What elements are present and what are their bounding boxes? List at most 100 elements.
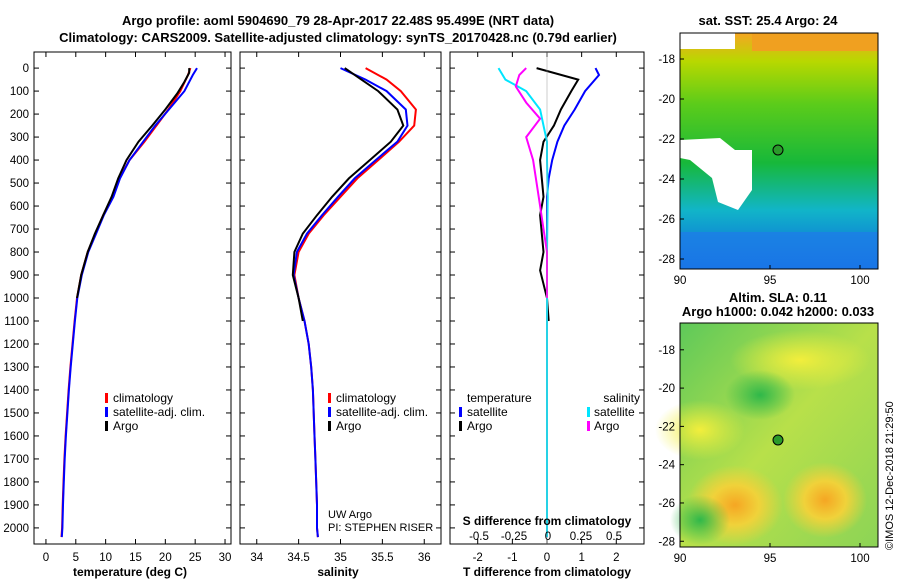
x-tick-label: 25 bbox=[189, 552, 202, 564]
series-line-argo bbox=[76, 68, 191, 299]
lat-tick-label: -22 bbox=[658, 134, 675, 146]
depth-tick-label: 300 bbox=[10, 132, 29, 144]
depth-tick-label: 700 bbox=[10, 224, 29, 236]
x-tick-label: 36 bbox=[418, 552, 431, 564]
legend-swatch-temp-satellite bbox=[459, 407, 462, 417]
x-tick-label: 1 bbox=[578, 552, 584, 564]
figure-title-line2: Climatology: CARS2009. Satellite-adjuste… bbox=[59, 30, 617, 45]
depth-tick-label: 1500 bbox=[3, 408, 29, 420]
legend-label-climatology: climatology bbox=[113, 391, 173, 405]
lat-tick-label: -20 bbox=[658, 94, 675, 106]
series-line-salinity-argo bbox=[514, 67, 548, 298]
legend-label-temp-argo: Argo bbox=[467, 419, 493, 433]
lon-tick-label: 90 bbox=[674, 553, 687, 565]
sla-map-ticks: -18 -20 -22 -24 -26 -28 90 95 100 bbox=[658, 345, 869, 565]
x-tick-label: 34 bbox=[250, 552, 263, 564]
temperature-axis-label: temperature (deg C) bbox=[73, 565, 187, 579]
difference-axis-label: T difference from climatology bbox=[463, 565, 631, 579]
argo-position-marker bbox=[772, 144, 784, 156]
difference-legend: temperature salinity satellite Argo sate… bbox=[459, 391, 640, 433]
depth-tick-label: 0 bbox=[23, 63, 29, 75]
lat-tick-label: -18 bbox=[658, 54, 675, 66]
depth-tick-label: 1300 bbox=[3, 362, 29, 374]
depth-tick-label: 900 bbox=[10, 270, 29, 282]
legend-swatch-argo bbox=[105, 421, 108, 431]
legend-title-salinity: salinity bbox=[603, 391, 640, 405]
depth-tick-label: 1800 bbox=[3, 477, 29, 489]
series-line-temperature-satellite bbox=[546, 67, 601, 538]
figure-title-line1: Argo profile: aoml 5904690_79 28-Apr-201… bbox=[122, 13, 554, 28]
panel-ticks: 0 5 10 15 20 25 30 34 34.5 35 35.5 36 -2 -1 0 1 2 bbox=[34, 52, 644, 564]
lat-tick-label: -24 bbox=[658, 460, 675, 472]
depth-axis-labels: 0 100 200 300 400 500 600 700 800 900 1000 1100 1200… bbox=[3, 63, 29, 535]
legend-title-temperature: temperature bbox=[467, 391, 532, 405]
argo-position-marker bbox=[772, 434, 784, 446]
s-diff-tick: -0.25 bbox=[501, 531, 527, 543]
legend-swatch-satellite bbox=[105, 407, 108, 417]
imos-watermark: ©IMOS 12-Dec-2018 21:29:50 bbox=[884, 401, 896, 550]
depth-tick-label: 2000 bbox=[3, 523, 29, 535]
s-difference-ticks: -0.5 -0.25 0 0.25 0.5 bbox=[469, 531, 622, 543]
legend-label-argo: Argo bbox=[113, 419, 139, 433]
credit-line2: PI: STEPHEN RISER bbox=[328, 522, 433, 534]
sla-high-anomaly bbox=[783, 462, 867, 538]
series-line-climatology bbox=[60, 67, 192, 538]
sla-yellow-blob bbox=[655, 400, 745, 460]
legend-label-sal-argo: Argo bbox=[594, 419, 620, 433]
difference-series bbox=[497, 52, 601, 544]
x-tick-label: 20 bbox=[159, 552, 172, 564]
s-diff-tick: -0.5 bbox=[469, 531, 489, 543]
depth-tick-label: 1100 bbox=[4, 316, 29, 328]
temperature-series bbox=[60, 67, 198, 538]
salinity-legend: climatology satellite-adj. clim. Argo bbox=[328, 391, 428, 433]
legend-swatch-argo bbox=[328, 421, 331, 431]
legend-label-climatology: climatology bbox=[336, 391, 396, 405]
legend-swatch-sal-argo bbox=[587, 421, 590, 431]
x-tick-label: 35 bbox=[334, 552, 347, 564]
depth-tick-label: 100 bbox=[10, 86, 29, 98]
sst-map bbox=[679, 32, 879, 270]
s-diff-tick: 0 bbox=[545, 531, 551, 543]
legend-label-satellite: satellite-adj. clim. bbox=[113, 405, 205, 419]
legend-swatch-sal-satellite bbox=[587, 407, 590, 417]
legend-label-temp-satellite: satellite bbox=[467, 405, 508, 419]
sst-cool-band bbox=[680, 232, 878, 269]
x-tick-label: -2 bbox=[473, 552, 483, 564]
sst-cloud-gap bbox=[680, 138, 752, 210]
series-line-satellite-adj-clim- bbox=[292, 67, 409, 538]
lat-tick-label: -26 bbox=[658, 214, 675, 226]
sla-map-title2: Argo h1000: 0.042 h2000: 0.033 bbox=[682, 304, 874, 319]
sla-map-frame bbox=[679, 322, 879, 548]
legend-swatch-satellite bbox=[328, 407, 331, 417]
series-line-salinity-satellite bbox=[497, 67, 549, 538]
series-line-argo bbox=[291, 67, 405, 322]
lon-tick-label: 100 bbox=[850, 553, 869, 565]
salinity-series bbox=[291, 67, 417, 538]
legend-label-sal-satellite: satellite bbox=[594, 405, 635, 419]
series-line-climatology bbox=[293, 67, 417, 538]
lat-tick-label: -18 bbox=[658, 345, 675, 357]
lat-tick-label: -22 bbox=[658, 421, 675, 433]
s-diff-tick: 0.25 bbox=[570, 531, 592, 543]
series-line-temperature-argo bbox=[536, 67, 580, 322]
x-tick-label: 5 bbox=[73, 552, 79, 564]
s-difference-label: S difference from climatology bbox=[463, 514, 632, 528]
sst-missing-data bbox=[680, 33, 735, 49]
depth-tick-label: 500 bbox=[10, 178, 29, 190]
depth-tick-label: 1200 bbox=[3, 339, 29, 351]
lat-tick-label: -28 bbox=[658, 536, 675, 548]
depth-tick-label: 1700 bbox=[3, 454, 29, 466]
lon-tick-label: 90 bbox=[674, 275, 687, 287]
sla-green-blob bbox=[670, 495, 730, 545]
sla-green-blob bbox=[725, 370, 795, 420]
depth-tick-label: 1000 bbox=[3, 293, 29, 305]
x-tick-label: -1 bbox=[507, 552, 517, 564]
lat-tick-label: -24 bbox=[658, 174, 675, 186]
sla-map-title1: Altim. SLA: 0.11 bbox=[729, 290, 827, 305]
s-diff-tick: 0.5 bbox=[606, 531, 622, 543]
sst-map-frame bbox=[679, 32, 879, 270]
depth-tick-label: 1600 bbox=[3, 431, 29, 443]
sst-warm-band bbox=[752, 33, 878, 51]
depth-tick-label: 1900 bbox=[3, 500, 29, 512]
